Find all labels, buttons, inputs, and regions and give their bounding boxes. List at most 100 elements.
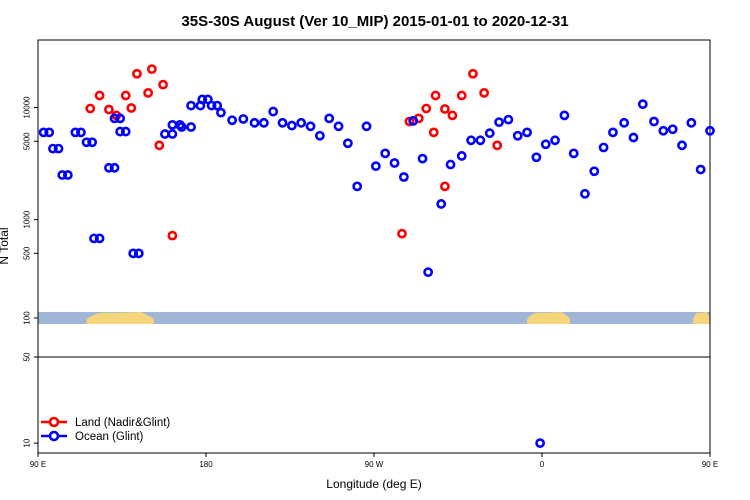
ocean-point: [380, 148, 391, 159]
ocean-point: [268, 106, 279, 117]
ocean-point: [133, 248, 144, 259]
ocean-point: [258, 117, 269, 128]
ocean-point: [628, 132, 639, 143]
ocean-point: [686, 117, 697, 128]
ocean-point: [466, 135, 476, 146]
ocean-point: [115, 113, 126, 124]
y-tick-label: 100: [23, 311, 32, 325]
ocean-point: [370, 161, 381, 172]
ocean-point: [128, 248, 139, 259]
ocean-point: [649, 116, 659, 127]
ocean-point: [109, 162, 120, 173]
ocean-point: [512, 130, 523, 141]
ocean-point: [550, 135, 560, 146]
ocean-point: [48, 143, 58, 154]
ocean-point: [608, 127, 618, 138]
x-tick-label: 90 E: [30, 460, 46, 469]
land-point: [397, 228, 407, 239]
ocean-point: [436, 199, 447, 209]
ocean-point: [249, 117, 260, 128]
y-axis-title: N Total: [0, 227, 11, 264]
ocean-point: [324, 113, 335, 124]
ocean-point: [160, 129, 170, 139]
y-tick-label: 10: [23, 438, 32, 447]
land-point: [104, 104, 114, 115]
ocean-point: [174, 119, 185, 130]
ocean-point: [44, 127, 55, 138]
ocean-point: [277, 117, 288, 128]
ocean-point: [445, 159, 456, 170]
ocean-point: [53, 143, 64, 154]
ocean-point: [57, 170, 68, 180]
ocean-point: [475, 135, 486, 146]
ocean-point: [417, 153, 428, 164]
land-bands: [38, 312, 710, 324]
ocean-point: [186, 122, 196, 132]
land-point: [421, 103, 432, 114]
land-band: [527, 312, 570, 324]
ocean-point: [216, 107, 226, 118]
ocean-point: [202, 94, 213, 105]
y-tick-label: 50: [23, 352, 32, 361]
ocean-point: [305, 121, 316, 132]
land-point: [440, 104, 450, 114]
y-tick-label: 500: [23, 246, 32, 260]
ocean-point: [619, 117, 630, 128]
y-tick-label: 1000: [23, 210, 32, 228]
ocean-point: [109, 113, 120, 124]
y-tick-label: 5000: [23, 132, 32, 150]
chart-title: 35S-30S August (Ver 10_MIP) 2015-01-01 t…: [181, 13, 568, 30]
land-point: [85, 103, 96, 114]
land-point: [479, 87, 490, 98]
land-point: [143, 87, 154, 98]
ocean-point: [494, 117, 504, 128]
legend: Land (Nadir&Glint) Ocean (Glint): [41, 416, 170, 443]
ocean-point: [658, 125, 669, 136]
land-point: [132, 68, 142, 79]
x-tick-label: 0: [540, 460, 545, 469]
ocean-point: [120, 126, 131, 137]
x-tick-label: 180: [199, 460, 213, 469]
land-point: [440, 181, 450, 192]
plot-frame: [37, 39, 711, 454]
ocean-point: [286, 120, 297, 131]
y-axis: 500 1000 5000 10000 100 50 10: [23, 96, 38, 448]
ocean-point: [456, 151, 467, 161]
ocean-point: [677, 140, 687, 151]
ocean-point: [195, 100, 206, 111]
land-point: [120, 90, 131, 101]
plot-points: [38, 64, 715, 449]
land-point: [154, 140, 165, 151]
ocean-point: [167, 119, 178, 130]
ocean-point: [540, 139, 551, 150]
ocean-point: [705, 125, 715, 136]
land-point: [126, 103, 137, 113]
land-point: [94, 90, 105, 101]
ocean-point: [167, 129, 178, 139]
ocean-point: [423, 267, 434, 278]
ocean-point: [94, 233, 105, 244]
ocean-point: [314, 130, 325, 141]
ocean-point: [398, 172, 409, 182]
ocean-point: [484, 128, 495, 139]
ocean-point: [227, 115, 238, 126]
ocean-point: [568, 148, 579, 159]
legend-label: Land (Nadir&Glint): [75, 417, 170, 429]
ocean-point: [38, 127, 49, 138]
ocean-point: [503, 114, 514, 125]
ocean-point: [76, 127, 86, 138]
ocean-point: [361, 121, 372, 132]
land-point: [468, 68, 478, 79]
land-point: [158, 79, 168, 90]
ocean-point: [212, 100, 223, 111]
ocean-point: [580, 188, 590, 199]
ocean-point: [522, 127, 532, 138]
ocean-point: [296, 117, 307, 128]
land-point: [456, 90, 467, 101]
land-band: [86, 312, 154, 324]
legend-marker: [48, 430, 60, 442]
ocean-point: [342, 138, 353, 149]
ocean-point: [637, 99, 648, 110]
land-point: [146, 64, 157, 75]
